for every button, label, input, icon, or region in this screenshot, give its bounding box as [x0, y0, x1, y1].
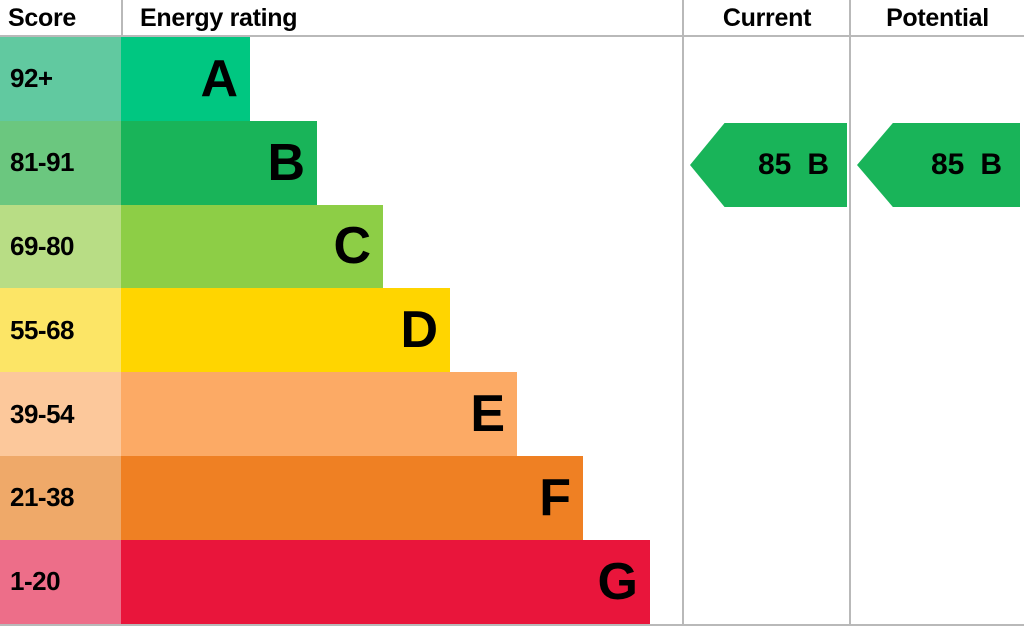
band-letter: G	[597, 552, 638, 611]
band-bar: B	[121, 120, 317, 205]
current-rating-arrow: 85 B	[690, 123, 847, 207]
band-score-label: 55-68	[0, 288, 121, 373]
band-letter: D	[400, 301, 438, 360]
band-score-label: 21-38	[0, 455, 121, 540]
header-current: Current	[722, 3, 812, 32]
band-letter: B	[267, 133, 305, 192]
band-bar: G	[121, 539, 650, 624]
potential-rating-arrow: 85 B	[857, 123, 1020, 207]
current-rating-score: 85	[757, 148, 792, 181]
band-row: 39-54 E	[0, 372, 682, 456]
potential-rating-letter: B	[980, 148, 1002, 181]
band-bar: E	[121, 372, 517, 456]
band-list: 92+ A 81-91 B 69-80 C 55-68 D 39-54 E 21-38 F 1-20 G	[0, 37, 682, 624]
score-column-divider	[121, 0, 123, 36]
current-column-divider	[682, 0, 684, 626]
potential-rating-score: 85	[930, 148, 965, 181]
band-bar: D	[121, 288, 450, 373]
current-rating-column: 85 B	[684, 37, 849, 624]
band-score-label: 92+	[0, 37, 121, 121]
band-bar: A	[121, 37, 250, 121]
band-score-label: 39-54	[0, 372, 121, 456]
header-energy-rating: Energy rating	[140, 3, 298, 32]
band-row: 92+ A	[0, 37, 682, 121]
current-rating-letter: B	[807, 148, 829, 181]
band-bar: C	[121, 204, 383, 289]
band-score-label: 81-91	[0, 120, 121, 205]
band-letter: E	[470, 385, 505, 444]
chart-header: Score Energy rating Current Potential	[0, 0, 1024, 36]
band-letter: A	[200, 49, 238, 108]
potential-column-divider	[849, 0, 851, 626]
band-row: 81-91 B	[0, 120, 682, 205]
band-letter: F	[539, 468, 571, 527]
band-letter: C	[333, 217, 371, 276]
band-row: 55-68 D	[0, 288, 682, 373]
band-score-label: 69-80	[0, 204, 121, 289]
band-score-label: 1-20	[0, 539, 121, 624]
potential-rating-column: 85 B	[851, 37, 1024, 624]
chart-bottom-divider	[0, 624, 1024, 626]
band-bar: F	[121, 455, 583, 540]
band-row: 69-80 C	[0, 204, 682, 289]
header-score: Score	[8, 3, 76, 32]
band-row: 1-20 G	[0, 539, 682, 624]
header-divider	[0, 35, 1024, 37]
header-potential: Potential	[886, 3, 989, 32]
band-row: 21-38 F	[0, 455, 682, 540]
